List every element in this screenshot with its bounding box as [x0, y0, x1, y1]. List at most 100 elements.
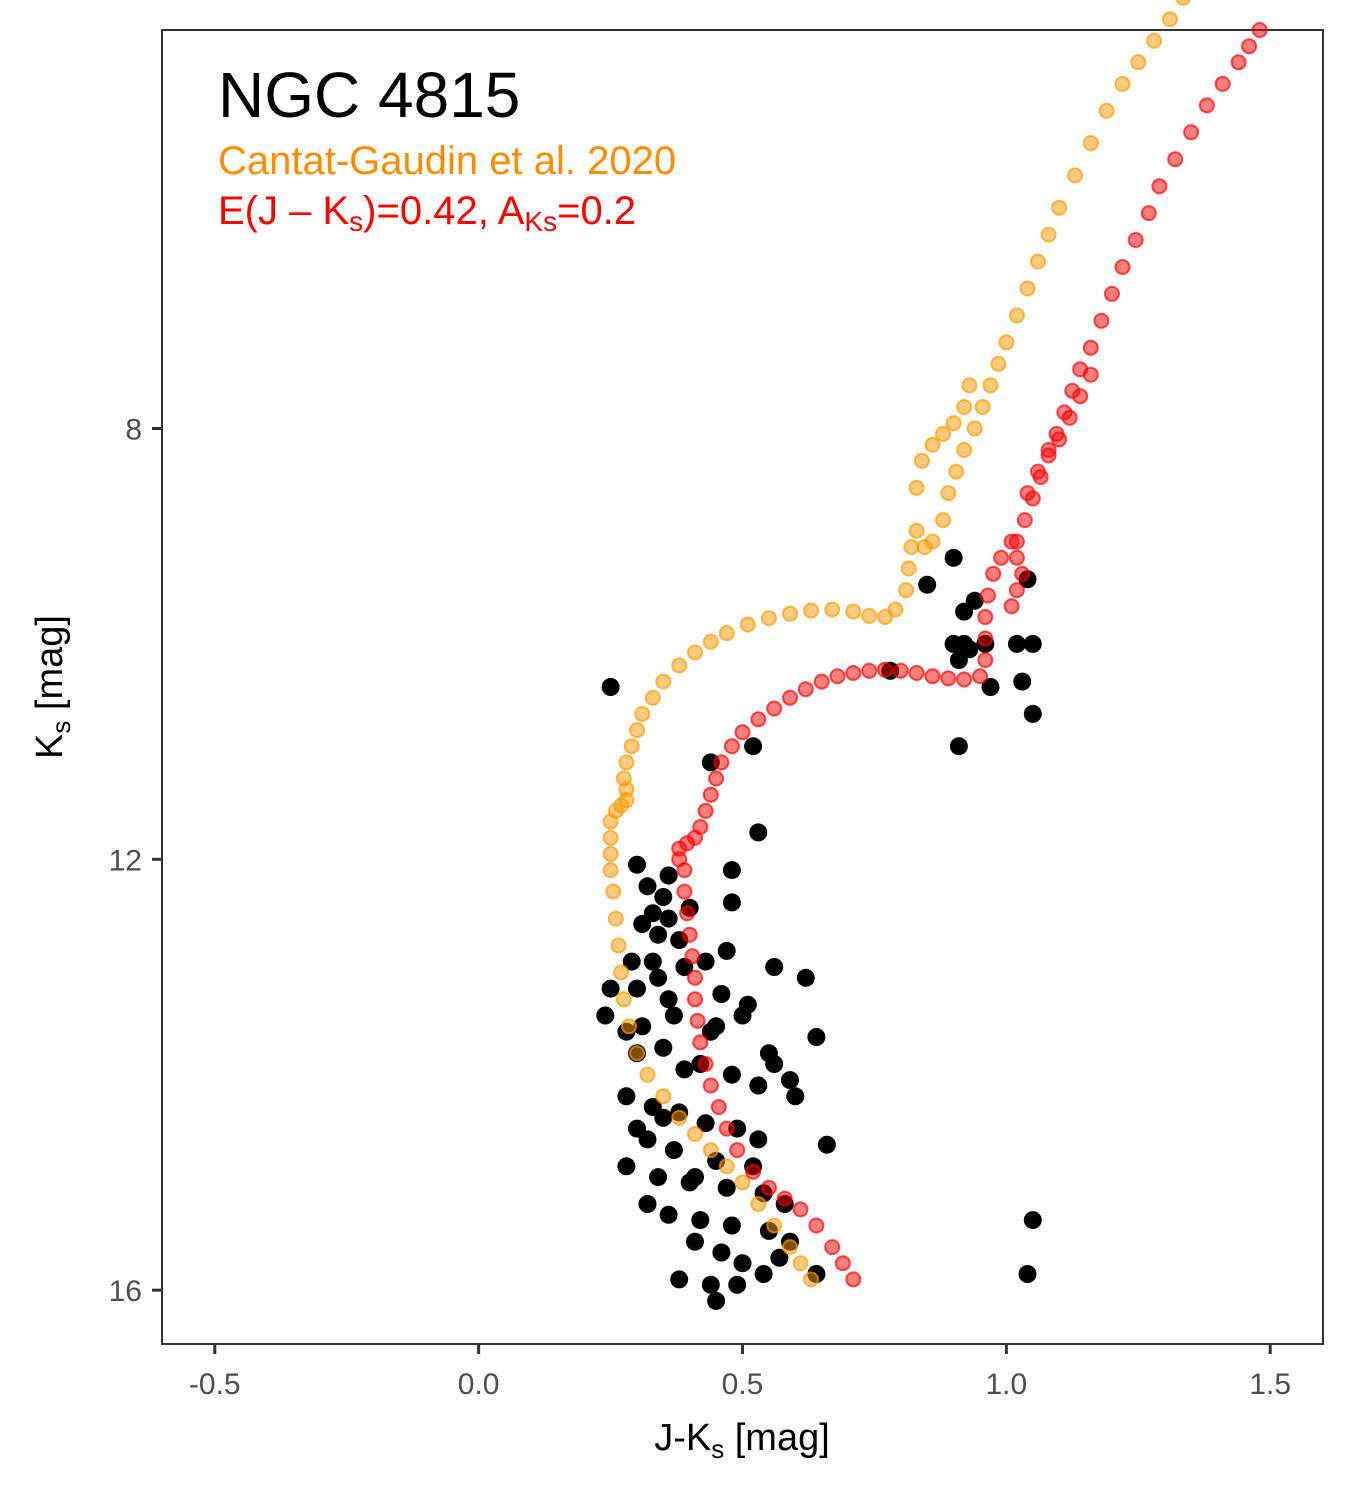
data-point	[659, 990, 678, 1009]
data-point	[717, 1178, 736, 1197]
data-point	[622, 952, 641, 971]
data-point	[1114, 75, 1131, 92]
data-point	[723, 738, 740, 755]
data-point	[782, 1239, 798, 1256]
data-point	[692, 819, 709, 835]
data-point	[824, 1239, 841, 1256]
data-point	[629, 1045, 645, 1062]
data-point	[702, 1142, 719, 1159]
data-point	[638, 877, 657, 896]
data-point	[966, 420, 983, 437]
data-point	[722, 861, 741, 880]
data-point	[689, 1012, 706, 1029]
data-point	[935, 512, 951, 529]
data-point	[1162, 11, 1178, 28]
data-point	[655, 1088, 672, 1105]
data-point	[1230, 54, 1247, 71]
data-point	[1127, 232, 1144, 248]
data-point	[765, 1055, 784, 1073]
data-point	[918, 575, 937, 594]
data-point	[982, 377, 999, 394]
data-point	[1023, 1211, 1042, 1230]
data-point	[655, 673, 672, 690]
data-point	[796, 968, 815, 987]
data-point	[749, 1076, 768, 1095]
data-point	[924, 668, 941, 685]
data-point	[738, 995, 757, 1014]
data-point	[654, 888, 673, 906]
data-point	[643, 952, 662, 971]
data-point	[649, 925, 668, 944]
data-point	[945, 415, 962, 432]
data-point	[1019, 280, 1036, 297]
data-point	[729, 1142, 746, 1159]
series-0	[602, 0, 1191, 1288]
data-point	[712, 1243, 731, 1262]
data-point	[659, 1205, 678, 1224]
data-point	[1008, 582, 1025, 599]
data-point	[675, 1060, 694, 1079]
data-point	[638, 1195, 657, 1213]
data-point	[1019, 485, 1036, 502]
data-point	[643, 904, 662, 923]
data-point	[644, 689, 661, 706]
data-point	[1067, 167, 1083, 184]
data-point	[633, 1017, 652, 1036]
data-point	[708, 770, 725, 787]
data-point	[1082, 366, 1099, 383]
data-point	[681, 926, 698, 943]
data-point	[664, 1141, 683, 1160]
points-layer	[596, 0, 1268, 1310]
data-point	[998, 334, 1015, 351]
data-point	[712, 985, 731, 1003]
data-point	[649, 968, 668, 987]
data-point	[770, 1248, 789, 1267]
data-point	[618, 754, 635, 771]
y-tick-label: 12	[109, 844, 142, 877]
x-axis-title-main: J-K	[654, 1417, 711, 1459]
data-point	[654, 1038, 673, 1057]
data-point	[671, 657, 688, 674]
data-point	[903, 539, 920, 555]
data-point	[972, 668, 988, 685]
data-point	[1082, 135, 1099, 152]
data-point	[803, 1271, 820, 1288]
data-point	[601, 979, 620, 998]
data-point	[634, 705, 651, 722]
data-point	[602, 845, 619, 862]
data-point	[782, 605, 798, 622]
data-point	[817, 1135, 836, 1154]
data-point	[596, 1006, 615, 1025]
data-point	[702, 786, 719, 803]
data-point	[1251, 22, 1268, 38]
data-point	[1183, 124, 1200, 141]
data-point	[679, 905, 696, 922]
axes-layer: -0.5 0.0 0.5 1.0 1.5 8 12 16	[109, 414, 1291, 1401]
data-point	[722, 1216, 741, 1235]
data-point	[760, 1179, 777, 1196]
data-point	[654, 1108, 673, 1127]
data-point	[861, 607, 878, 624]
annotation-extinction-prefix: E(J – K	[218, 189, 349, 233]
data-point	[845, 665, 862, 681]
data-point	[696, 1114, 715, 1133]
data-point	[710, 1099, 727, 1115]
data-point	[792, 1201, 809, 1218]
data-point	[924, 436, 941, 453]
data-point	[744, 737, 763, 756]
y-axis-title: Ks [mag]	[29, 615, 76, 759]
data-point	[877, 609, 893, 625]
x-axis-title-sub: s	[711, 1434, 724, 1464]
data-point	[1030, 253, 1046, 270]
data-point	[628, 855, 646, 874]
annotation-extinction-sub: s	[349, 206, 363, 237]
data-point	[1098, 102, 1115, 119]
data-point	[701, 1275, 720, 1294]
data-point	[845, 603, 862, 620]
data-point	[949, 651, 968, 670]
data-point	[956, 671, 973, 688]
data-point	[765, 958, 784, 976]
data-point	[1114, 259, 1131, 275]
data-point	[1093, 312, 1110, 329]
data-point	[697, 1056, 714, 1072]
